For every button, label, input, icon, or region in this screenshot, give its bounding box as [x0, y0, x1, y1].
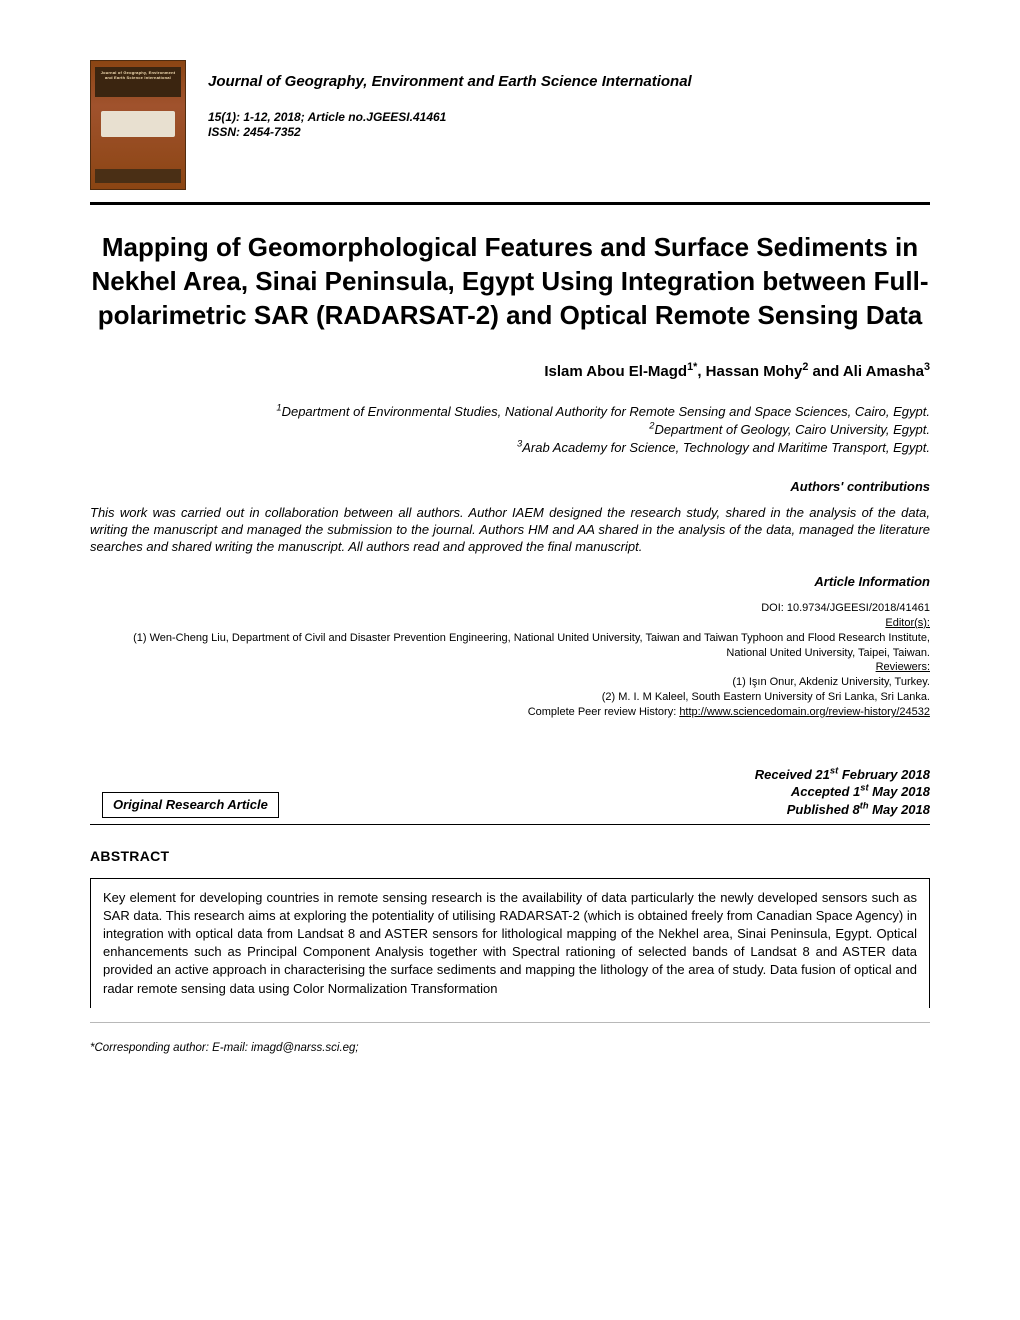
- editor-1: (1) Wen-Cheng Liu, Department of Civil a…: [90, 631, 930, 661]
- received-date: Received 21st February 2018: [755, 766, 930, 784]
- abstract-box: Key element for developing countries in …: [90, 878, 930, 1008]
- journal-info: Journal of Geography, Environment and Ea…: [208, 60, 930, 141]
- peer-review-history: Complete Peer review History: http://www…: [90, 705, 930, 720]
- author-1: Islam Abou El-Magd1*: [544, 363, 697, 380]
- divider-top: [90, 202, 930, 205]
- authors-line: Islam Abou El-Magd1*, Hassan Mohy2 and A…: [90, 362, 930, 382]
- cover-bottom-bar: [95, 169, 181, 183]
- author-2: Hassan Mohy2: [706, 363, 809, 380]
- accepted-date: Accepted 1st May 2018: [755, 783, 930, 801]
- abstract-heading: ABSTRACT: [90, 847, 930, 865]
- contributions-text: This work was carried out in collaborati…: [90, 505, 930, 556]
- affiliation-1: Department of Environmental Studies, Nat…: [282, 404, 930, 419]
- contributions-label: Authors' contributions: [90, 479, 930, 496]
- doi-line: DOI: 10.9734/JGEESI/2018/41461: [90, 601, 930, 616]
- reviewers-head: Reviewers:: [90, 660, 930, 675]
- reviewer-1: (1) Işın Onur, Akdeniz University, Turke…: [90, 675, 930, 690]
- author-3: Ali Amasha3: [843, 363, 930, 380]
- divider-below-type: [90, 824, 930, 825]
- editors-head: Editor(s):: [90, 616, 930, 631]
- journal-name: Journal of Geography, Environment and Ea…: [208, 72, 930, 92]
- dates-block: Received 21st February 2018 Accepted 1st…: [755, 766, 930, 819]
- cover-title: Journal of Geography, Environment and Ea…: [95, 67, 181, 97]
- corresponding-author: *Corresponding author: E-mail: imagd@nar…: [90, 1041, 930, 1056]
- cover-image-placeholder: [101, 111, 175, 137]
- dates-row: Original Research Article Received 21st …: [90, 766, 930, 819]
- affiliation-3: Arab Academy for Science, Technology and…: [522, 440, 930, 455]
- journal-cover-thumbnail: Journal of Geography, Environment and Ea…: [90, 60, 186, 190]
- article-info-label: Article Information: [90, 574, 930, 591]
- issn-line: ISSN: 2454-7352: [208, 125, 930, 141]
- footer-divider: [90, 1022, 930, 1023]
- reviewer-2: (2) M. I. M Kaleel, South Eastern Univer…: [90, 690, 930, 705]
- abstract-text: Key element for developing countries in …: [103, 890, 917, 996]
- article-info-block: DOI: 10.9734/JGEESI/2018/41461 Editor(s)…: [90, 601, 930, 720]
- affiliations: 1Department of Environmental Studies, Na…: [90, 404, 930, 457]
- published-date: Published 8th May 2018: [755, 801, 930, 819]
- issue-line: 15(1): 1-12, 2018; Article no.JGEESI.414…: [208, 110, 930, 126]
- header-row: Journal of Geography, Environment and Ea…: [90, 60, 930, 190]
- article-type-box: Original Research Article: [102, 792, 279, 819]
- history-link[interactable]: http://www.sciencedomain.org/review-hist…: [679, 706, 930, 718]
- paper-title: Mapping of Geomorphological Features and…: [90, 231, 930, 332]
- affiliation-2: Department of Geology, Cairo University,…: [654, 422, 930, 437]
